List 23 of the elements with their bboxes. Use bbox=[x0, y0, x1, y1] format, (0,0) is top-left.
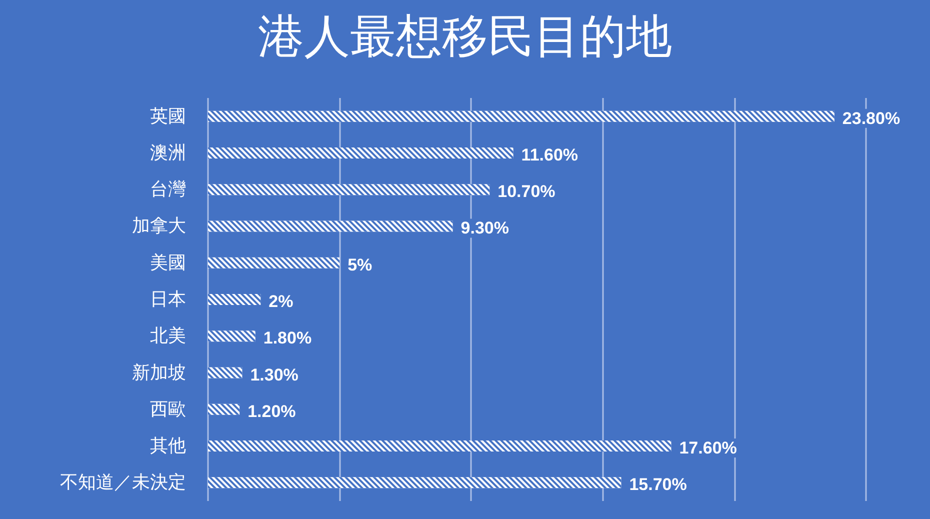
y-tick-label: 英國 bbox=[150, 106, 186, 127]
data-label: 9.30% bbox=[460, 218, 509, 238]
data-label: 1.80% bbox=[263, 328, 312, 348]
y-tick-label: 加拿大 bbox=[132, 216, 186, 237]
data-label: 17.60% bbox=[679, 438, 737, 458]
data-label: 11.60% bbox=[521, 145, 578, 164]
y-tick-label: 西歐 bbox=[150, 398, 186, 420]
y-tick-label: 其他 bbox=[150, 436, 186, 457]
y-tick-label: 不知道／未決定 bbox=[60, 472, 186, 494]
data-label: 23.80% bbox=[842, 108, 900, 128]
y-tick-label: 澳洲 bbox=[150, 142, 186, 164]
data-label: 1.20% bbox=[248, 402, 296, 421]
y-tick-label: 北美 bbox=[150, 326, 186, 347]
data-label: 1.30% bbox=[250, 365, 298, 384]
data-label: 10.70% bbox=[498, 182, 556, 202]
data-label: 5% bbox=[348, 255, 372, 274]
data-label: 15.70% bbox=[629, 475, 687, 494]
y-tick-label: 日本 bbox=[150, 289, 186, 310]
data-label: 2% bbox=[268, 292, 294, 311]
chart-title: 港人最想移民目的地 bbox=[258, 9, 672, 63]
y-tick-label: 台灣 bbox=[150, 179, 186, 200]
y-tick-label: 新加坡 bbox=[132, 362, 186, 384]
y-tick-label: 美國 bbox=[150, 252, 186, 274]
